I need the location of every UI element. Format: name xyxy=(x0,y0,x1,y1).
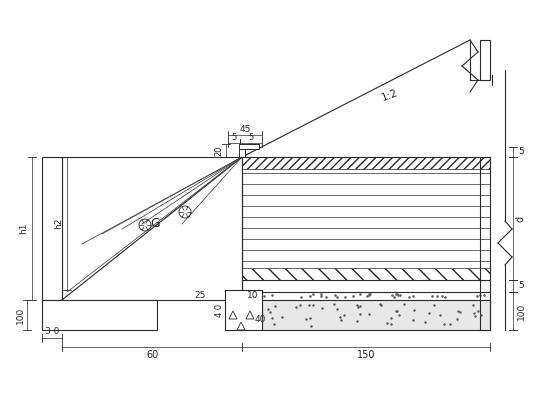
Bar xyxy=(242,157,490,169)
Text: h1: h1 xyxy=(20,223,29,234)
Text: 5: 5 xyxy=(518,281,524,291)
Text: 25: 25 xyxy=(194,291,206,299)
Text: 10: 10 xyxy=(248,291,259,299)
Text: 5: 5 xyxy=(231,134,237,142)
Text: 4 0: 4 0 xyxy=(214,303,223,317)
Text: 100: 100 xyxy=(516,302,525,320)
Bar xyxy=(225,290,262,330)
Text: 5: 5 xyxy=(249,134,254,142)
Text: G: G xyxy=(150,217,160,230)
Bar xyxy=(42,157,62,300)
Text: 1:2: 1:2 xyxy=(380,87,400,102)
Text: 100: 100 xyxy=(16,306,25,324)
Text: 40: 40 xyxy=(254,315,265,325)
Bar xyxy=(480,40,490,80)
Text: 60: 60 xyxy=(146,350,158,360)
Bar xyxy=(42,300,157,330)
Polygon shape xyxy=(62,157,242,300)
Bar xyxy=(262,300,490,330)
Text: d: d xyxy=(516,215,526,222)
Text: 150: 150 xyxy=(357,350,375,360)
Text: 20: 20 xyxy=(214,146,223,156)
Text: 3 0: 3 0 xyxy=(45,326,59,336)
Text: h2: h2 xyxy=(54,218,63,229)
Text: 5: 5 xyxy=(518,147,524,157)
Bar xyxy=(239,149,245,157)
Bar xyxy=(242,268,490,280)
Bar xyxy=(239,144,259,149)
Text: 45: 45 xyxy=(239,124,251,134)
